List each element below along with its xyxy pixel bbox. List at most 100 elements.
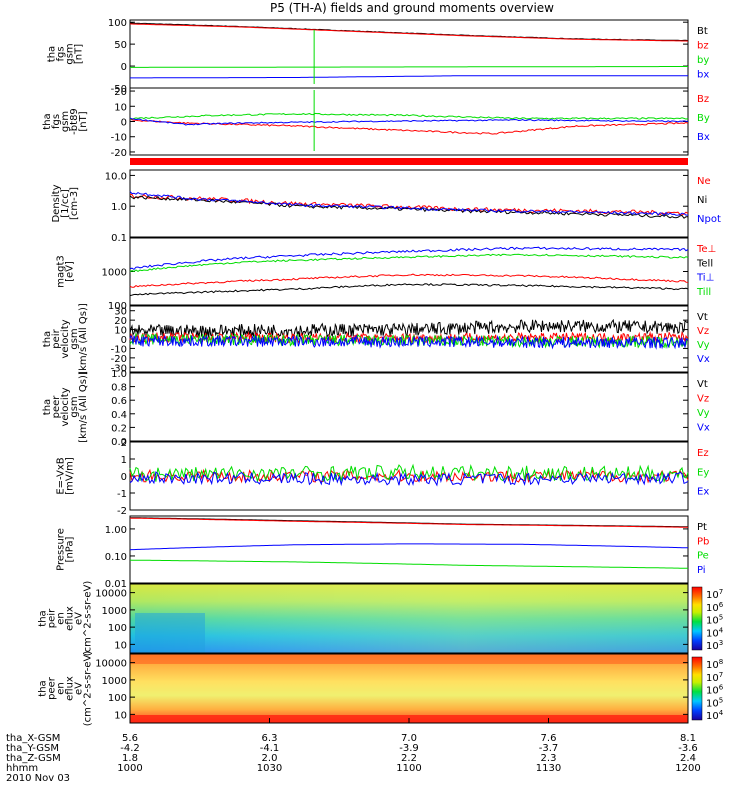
red-divider-bar [130,158,688,165]
legend-vz: Vz [697,326,709,337]
x-row-label: tha_Z-GSM [6,753,61,764]
legend-by: by [697,55,709,66]
legend-till: Till [696,287,711,298]
x-row-value: 8.1 [680,733,696,744]
colorbar-label: 104 [706,626,724,639]
y-tick-label: 2 [121,438,127,449]
y-tick-label: 1000 [102,676,127,687]
y-axis-label: (cm^2-s-sr-eV) [83,581,94,657]
series-till [129,253,689,273]
legend-by: By [697,113,710,124]
y-tick-label: -30 [111,363,127,374]
y-tick-label: 10000 [95,589,127,600]
colorbar-label: 106 [706,684,724,697]
y-axis-label: [nPa] [65,536,76,562]
y-axis-label: tha [38,680,49,696]
y-axis-label: eV [74,612,85,625]
series-bt [129,22,689,42]
x-row-label: tha_Y-GSM [6,743,59,754]
y-tick-label: 100 [108,623,127,634]
y-axis-label: gsm [69,396,80,417]
colorbar-label: 105 [706,696,723,709]
y-axis-label: peer [47,676,58,700]
y-tick-label: 10000 [95,659,127,670]
series-by [129,112,689,120]
legend-te⊥: Te⊥ [696,244,716,255]
series-ne [129,193,689,216]
y-tick-label: 0.0 [111,437,127,448]
y-axis-label: Density [51,184,62,222]
spectrogram-overlay [130,584,688,653]
y-tick-label: 0.1 [111,233,127,244]
x-row-value: 1000 [117,763,142,774]
y-tick-label: 10.0 [105,171,127,182]
legend-vx: Vx [697,423,710,434]
y-axis-label: E=-VxB [56,457,67,494]
spectrogram-top-band [130,654,688,664]
x-row-value: 6.3 [262,733,278,744]
colorbar-label: 108 [706,658,723,671]
legend-vt: Vt [697,312,708,323]
y-axis-label: peir [51,328,62,348]
plot-title: P5 (TH-A) fields and ground moments over… [270,1,554,15]
panel-frame [129,372,689,442]
y-tick-label: -10 [111,133,127,144]
y-tick-label: 1000 [102,606,127,617]
x-row-value: 7.0 [401,733,417,744]
legend-ni: Ni [697,195,707,206]
y-axis-label: fgs [51,114,62,129]
x-row-value: -4.1 [260,743,280,754]
x-row-value: 1100 [396,763,421,774]
colorbar-label: 104 [706,709,724,722]
y-axis-label: [eV] [65,261,76,282]
y-axis-label: en [56,682,67,695]
x-row-label: hhmm [6,763,38,774]
y-tick-label: 0 [121,62,127,73]
panel-frame [129,169,689,238]
legend-tell: Tell [696,258,713,269]
y-axis-label: gsm [69,328,80,349]
y-tick-label: 10 [114,326,127,337]
y-axis-label: tha [38,610,49,626]
series-ex [129,471,689,487]
x-row-value: 2.4 [680,753,696,764]
y-tick-label: -2 [117,506,127,517]
series-npot [129,191,688,216]
panel-6: 1.0 0.8 0.6 0.4 0.2 0.0 thapeervelocitygsm[km/… [42,369,710,448]
y-axis-label: tha [42,331,53,347]
panel-frame [129,583,689,654]
series-ey [129,463,689,484]
y-tick-label: -20 [111,354,127,365]
legend-pe: Pe [697,551,709,562]
y-axis-label: eflux [65,606,76,631]
y-tick-label: 0 [121,118,127,129]
x-row-value: 2.0 [262,753,278,764]
panel-frame [129,237,689,306]
legend-vz: Vz [697,394,709,405]
series-pb [129,517,689,528]
legend-bt: Bt [697,26,708,37]
series-ez [129,468,689,484]
date-label: 2010 Nov 03 [6,773,70,784]
y-tick-label: 50 [114,40,127,51]
y-tick-label: 0 [121,472,127,483]
legend-ne: Ne [697,176,711,187]
y-axis-label: Pressure [56,528,67,571]
y-tick-label: 0.10 [105,552,127,563]
y-tick-label: 0.8 [111,383,127,394]
y-axis-label: [mV/m] [65,457,76,495]
legend-bx: Bx [697,132,710,143]
y-tick-label: 0.4 [111,410,127,421]
y-tick-label: 20 [114,87,127,98]
x-row-value: -3.9 [399,743,419,754]
y-axis-label: fgs [56,46,67,61]
y-axis-label: [km/s (All Qs)] [78,371,89,443]
series-by [130,66,688,68]
panel-4: 1000 100 magt3[eV] Te⊥ Tell Ti⊥ Till [56,237,716,312]
legend-pt: Pt [697,522,707,533]
series-bx [130,75,688,79]
y-axis-label: -bt89 [69,108,80,135]
y-axis-label: tha [47,46,58,62]
legend-ti⊥: Ti⊥ [696,273,714,284]
